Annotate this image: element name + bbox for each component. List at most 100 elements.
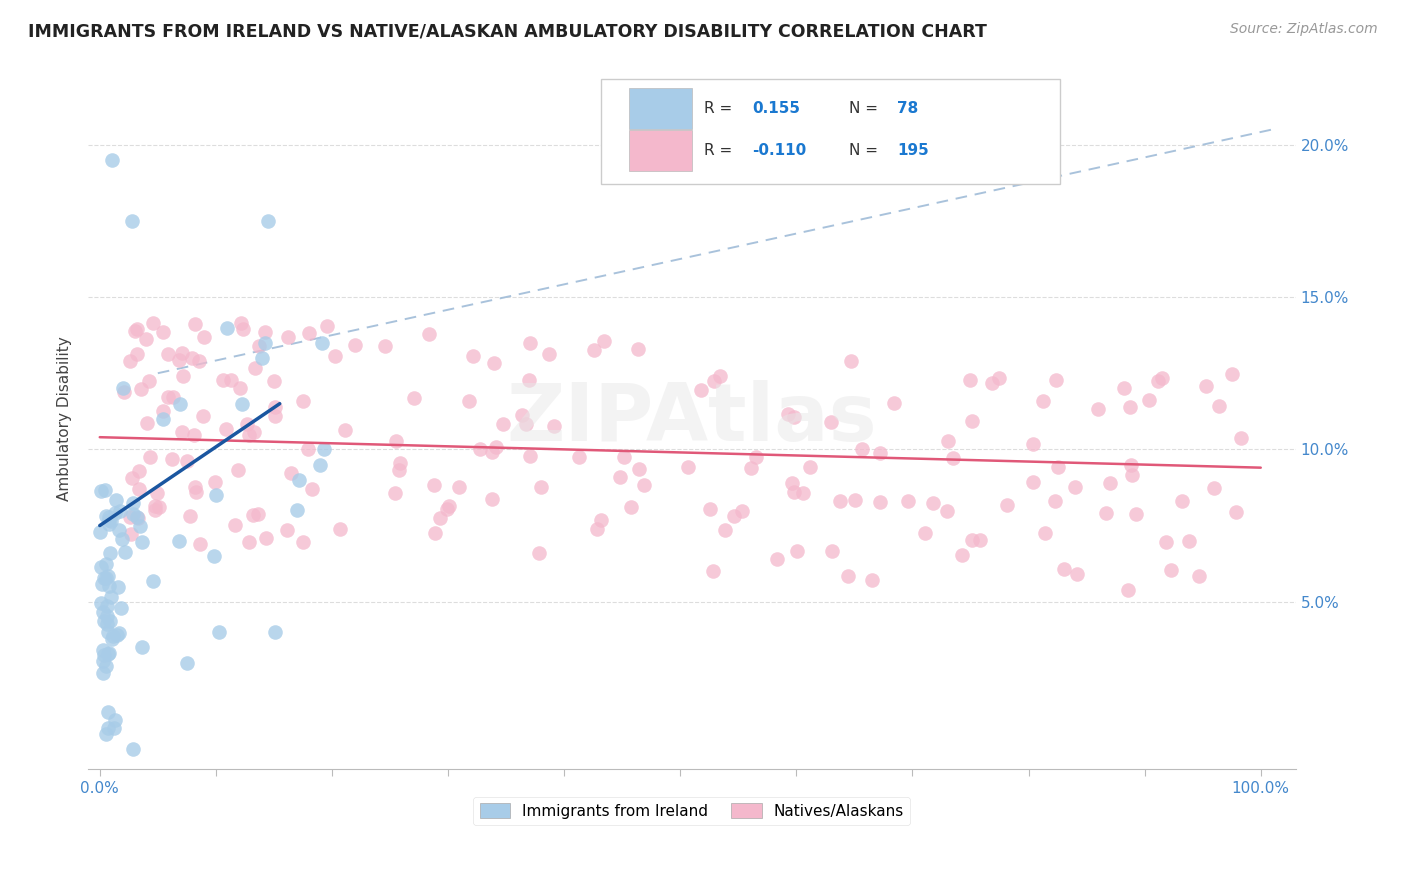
Point bbox=[254, 531, 277, 545]
Point bbox=[280, 466, 302, 480]
Point bbox=[193, 409, 215, 423]
Point bbox=[145, 499, 167, 513]
Point bbox=[620, 500, 643, 514]
Point bbox=[714, 523, 737, 537]
Point bbox=[120, 526, 142, 541]
Point bbox=[89, 524, 111, 539]
Point bbox=[851, 442, 873, 457]
Point bbox=[1195, 378, 1218, 392]
Point bbox=[1208, 399, 1230, 413]
Point bbox=[98, 510, 121, 524]
Point bbox=[1047, 460, 1070, 475]
Point bbox=[799, 460, 821, 475]
Point bbox=[287, 473, 309, 487]
Point bbox=[527, 546, 550, 560]
Point bbox=[897, 493, 920, 508]
Point bbox=[702, 564, 724, 578]
Point bbox=[226, 463, 249, 477]
FancyBboxPatch shape bbox=[628, 88, 692, 128]
Point bbox=[96, 659, 118, 673]
Point bbox=[264, 625, 287, 640]
Point bbox=[960, 533, 983, 547]
Point bbox=[169, 397, 191, 411]
Point bbox=[1053, 562, 1076, 576]
Point bbox=[1229, 431, 1251, 445]
Point bbox=[1032, 394, 1054, 409]
Point bbox=[1156, 534, 1178, 549]
Point bbox=[568, 450, 591, 464]
Point bbox=[731, 504, 754, 518]
Point bbox=[221, 373, 243, 387]
Point bbox=[121, 742, 143, 756]
Point bbox=[97, 647, 120, 661]
Point bbox=[136, 417, 159, 431]
Point bbox=[485, 440, 508, 454]
Point bbox=[91, 605, 114, 619]
Point bbox=[125, 347, 148, 361]
Point bbox=[172, 425, 194, 439]
Point bbox=[633, 478, 655, 492]
Point bbox=[120, 510, 142, 524]
Point bbox=[628, 462, 651, 476]
Point bbox=[883, 396, 905, 410]
Point bbox=[183, 427, 205, 442]
Point bbox=[776, 407, 799, 421]
Point bbox=[517, 373, 540, 387]
Point bbox=[723, 509, 745, 524]
Point bbox=[740, 461, 762, 475]
Point bbox=[783, 410, 806, 425]
Point bbox=[121, 214, 143, 228]
Point bbox=[429, 510, 451, 524]
Point bbox=[181, 351, 204, 365]
Point bbox=[1022, 437, 1045, 451]
Point bbox=[93, 571, 115, 585]
Point bbox=[308, 458, 330, 472]
Point bbox=[107, 580, 129, 594]
Point bbox=[744, 450, 766, 465]
Point bbox=[263, 409, 285, 424]
Point bbox=[515, 417, 537, 432]
Point bbox=[820, 416, 842, 430]
Point bbox=[125, 510, 148, 524]
Point bbox=[112, 381, 135, 395]
Point bbox=[93, 648, 115, 663]
Point bbox=[100, 632, 122, 647]
Point bbox=[100, 591, 122, 605]
Point bbox=[238, 428, 260, 442]
Point bbox=[1160, 563, 1182, 577]
Point bbox=[146, 485, 169, 500]
Point bbox=[101, 629, 124, 643]
Point bbox=[423, 478, 446, 492]
Point bbox=[936, 434, 959, 449]
Point bbox=[491, 417, 513, 431]
Point bbox=[131, 535, 153, 549]
Point bbox=[582, 343, 605, 357]
Point bbox=[839, 353, 862, 368]
Text: N =: N = bbox=[849, 143, 883, 158]
Point bbox=[100, 153, 122, 167]
Point bbox=[128, 464, 150, 478]
Point bbox=[98, 546, 121, 560]
Point bbox=[110, 600, 132, 615]
Point bbox=[179, 509, 201, 524]
Point bbox=[277, 330, 299, 344]
Point bbox=[107, 628, 129, 642]
Point bbox=[90, 560, 112, 574]
Point bbox=[1043, 493, 1066, 508]
Point bbox=[1177, 534, 1199, 549]
Point bbox=[238, 535, 260, 549]
Point bbox=[143, 503, 166, 517]
Point bbox=[176, 454, 198, 468]
Point bbox=[699, 501, 721, 516]
Point bbox=[97, 568, 120, 582]
Point bbox=[129, 382, 152, 396]
Point bbox=[481, 445, 503, 459]
Point bbox=[188, 354, 211, 368]
Point bbox=[703, 374, 725, 388]
Point bbox=[436, 502, 458, 516]
Point bbox=[437, 499, 460, 513]
Point bbox=[285, 503, 308, 517]
Point bbox=[121, 471, 143, 485]
Point bbox=[139, 450, 162, 465]
Point bbox=[384, 486, 406, 500]
